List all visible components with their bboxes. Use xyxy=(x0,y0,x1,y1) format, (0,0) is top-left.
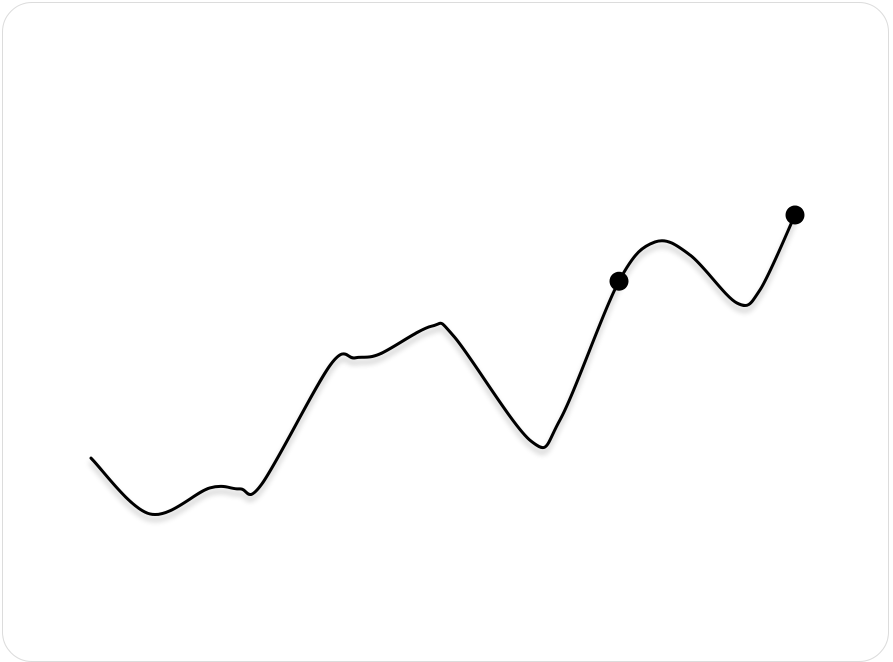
gridlines xyxy=(90,278,796,653)
series xyxy=(89,205,805,516)
data-point-marker xyxy=(609,271,629,291)
data-point-marker xyxy=(785,205,805,225)
series-line xyxy=(89,213,797,516)
